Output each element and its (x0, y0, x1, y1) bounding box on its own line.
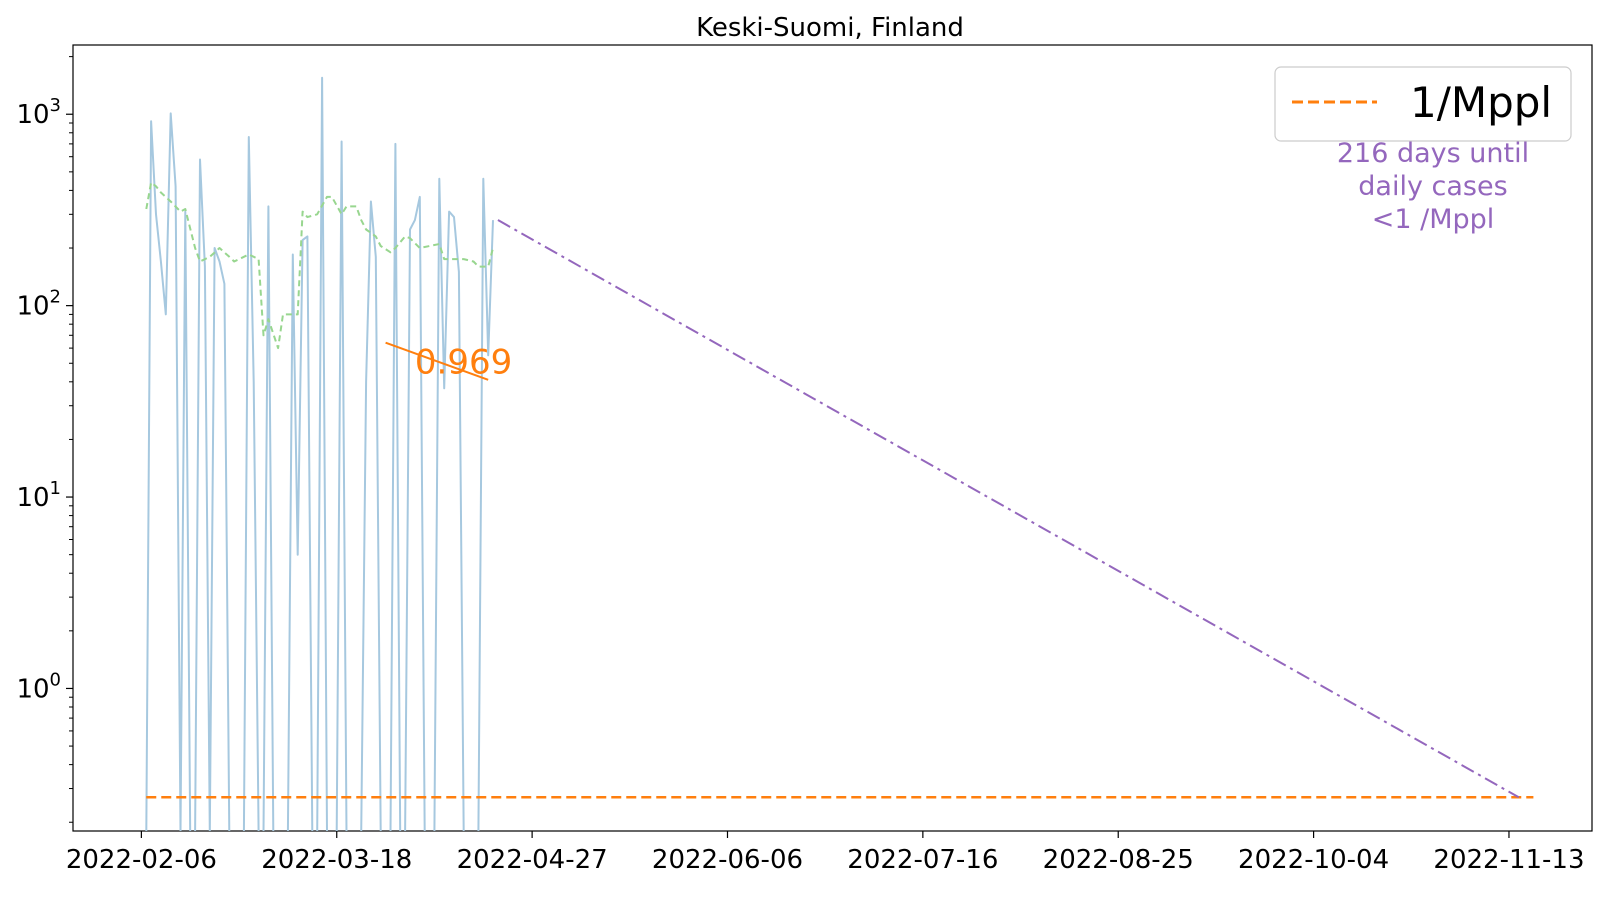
x-tick-label: 2022-10-04 (1238, 845, 1389, 875)
plot-frame (72, 44, 1593, 832)
projection-note-line-3: <1 /Mppl (1372, 204, 1495, 235)
clipped-series (145, 76, 1534, 831)
series-layer: 0.969 (145, 76, 1534, 831)
y-tick-exponent: 0 (50, 669, 61, 690)
y-tick-exponent: 3 (50, 95, 61, 116)
x-axis: 2022-02-06 2022-03-18 2022-04-27 2022-06-06… (66, 831, 1585, 875)
y-tick-base: 10 (16, 292, 49, 322)
x-tick-label: 2022-08-25 (1043, 845, 1194, 875)
x-tick-label: 2022-02-06 (66, 845, 217, 875)
legend: 1/Mppl (1274, 66, 1572, 142)
series-daily (145, 76, 494, 831)
x-tick-label: 2022-11-13 (1433, 845, 1584, 875)
x-tick-label: 2022-04-27 (457, 845, 608, 875)
y-tick-label: 103 (16, 95, 61, 130)
plot-area: 0.969 (72, 44, 1593, 832)
legend-label-1mppl: 1/Mppl (1410, 78, 1552, 127)
projection-note-line-1: 216 days until (1337, 138, 1529, 169)
trend-segment (385, 341, 489, 381)
x-tick-label: 2022-03-18 (261, 845, 412, 875)
legend-frame (1274, 66, 1572, 142)
chart-title: Keski-Suomi, Finland (696, 13, 964, 43)
y-tick-exponent: 2 (50, 287, 61, 308)
y-tick-base: 10 (16, 483, 49, 513)
x-tick-label: 2022-06-06 (652, 845, 803, 875)
y-tick-base: 10 (16, 674, 49, 704)
y-tick-label: 102 (16, 287, 61, 322)
y-tick-exponent: 1 (50, 478, 61, 499)
x-tick-label: 2022-07-16 (847, 845, 998, 875)
y-tick-label: 100 (16, 669, 61, 704)
projection-note-line-2: daily cases (1358, 171, 1507, 202)
projection-line (497, 219, 1520, 799)
y-tick-label: 101 (16, 478, 61, 513)
y-tick-base: 10 (16, 100, 49, 130)
projection-note: 216 days until daily cases <1 /Mppl (1337, 138, 1529, 235)
trend-label: 0.969 (415, 342, 512, 382)
